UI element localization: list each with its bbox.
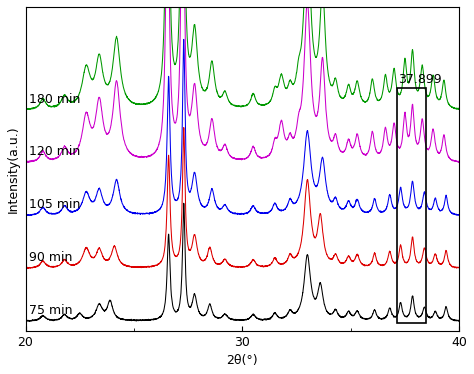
Text: 105 min: 105 min [29,198,80,211]
Text: 180 min: 180 min [29,93,80,106]
X-axis label: 2θ(°): 2θ(°) [227,354,258,367]
Y-axis label: Intensity(a.u.): Intensity(a.u.) [7,125,20,212]
Text: 75 min: 75 min [29,304,72,316]
Text: 90 min: 90 min [29,251,72,264]
Text: 37.899: 37.899 [399,73,442,86]
Text: 120 min: 120 min [29,145,80,159]
Bar [397,88,426,323]
